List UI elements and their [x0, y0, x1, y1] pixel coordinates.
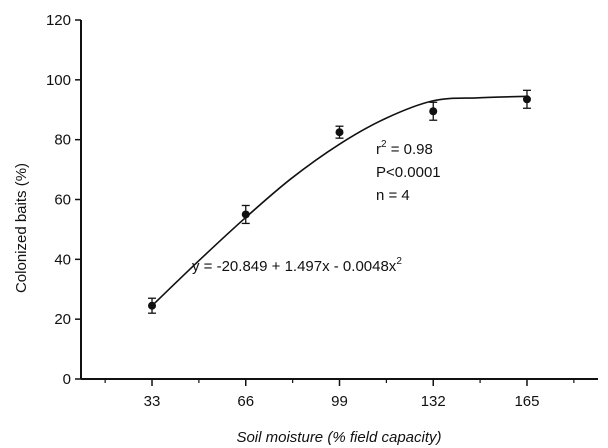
data-points [148, 89, 531, 314]
y-tick-label: 40 [54, 251, 71, 268]
fit-curve [151, 95, 528, 307]
data-point [429, 107, 438, 116]
y-tick-label: 20 [54, 311, 71, 328]
regression-equation: y = -20.849 + 1.497x - 0.0048x2 [192, 256, 402, 275]
x-tick-label: 33 [144, 393, 161, 410]
data-point [241, 210, 250, 219]
x-tick-label: 165 [514, 393, 539, 410]
y-tick-label: 60 [54, 192, 71, 209]
data-point [148, 301, 157, 310]
x-tick-label: 99 [331, 393, 348, 410]
p-value-annotation: P<0.0001 [376, 164, 441, 181]
data-point [522, 95, 531, 104]
x-tick-label: 132 [421, 393, 446, 410]
ticks: 0 20 40 60 80 100 120 33 66 99 132 165 [46, 12, 575, 410]
n-annotation: n = 4 [376, 187, 410, 204]
y-tick-label: 0 [63, 371, 71, 388]
x-axis-title: Soil moisture (% field capacity) [236, 429, 441, 446]
r-squared-annotation: r2 = 0.98 [376, 139, 433, 158]
y-tick-label: 100 [46, 72, 71, 89]
y-tick-label: 80 [54, 132, 71, 149]
x-tick-label: 66 [237, 393, 254, 410]
data-point [335, 128, 344, 137]
axes [80, 20, 598, 380]
y-tick-label: 120 [46, 12, 71, 29]
y-axis-title: Colonized baits (%) [13, 163, 30, 293]
